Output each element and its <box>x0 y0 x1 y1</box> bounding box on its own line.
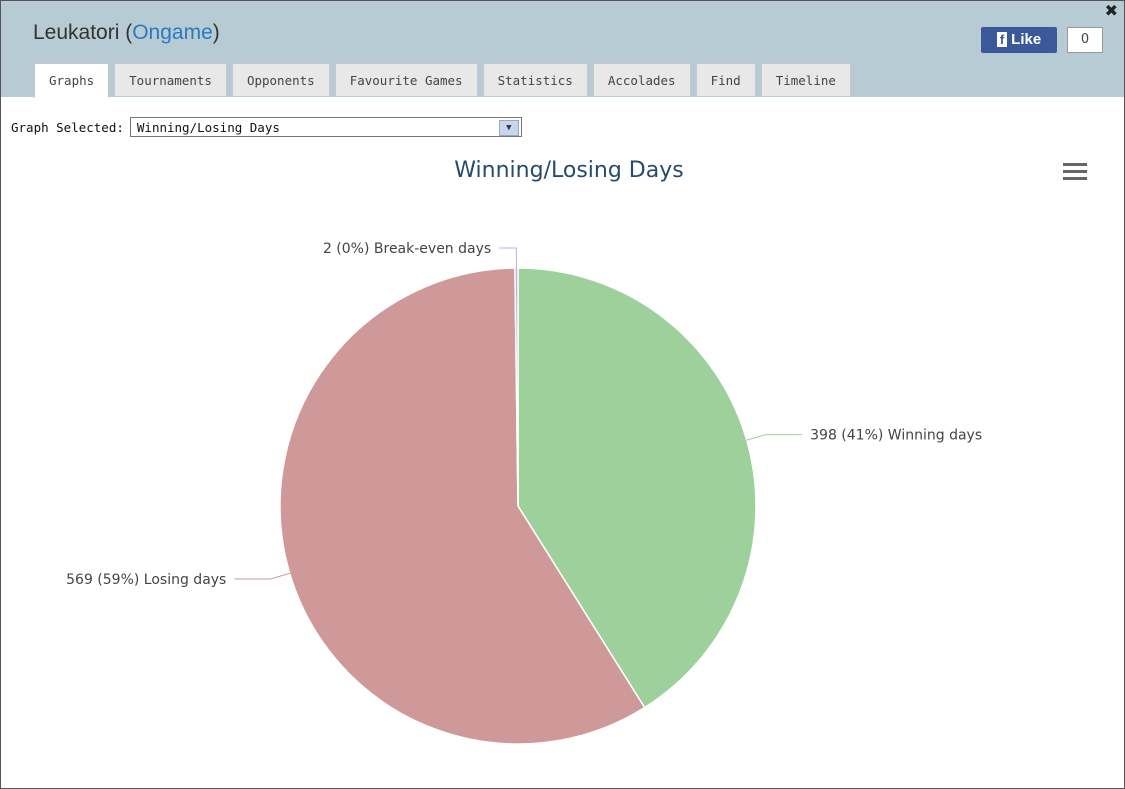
data-label-value: 398 (41%) <box>810 428 883 444</box>
tab[interactable]: Find <box>695 63 756 96</box>
title-prefix: Leukatori ( <box>33 21 133 44</box>
data-label-category: Break-even days <box>374 241 491 257</box>
tab[interactable]: Graphs <box>34 63 110 98</box>
player-title: Leukatori (Ongame) <box>33 21 220 45</box>
like-count: 0 <box>1067 27 1103 53</box>
site-link[interactable]: Ongame <box>132 21 213 44</box>
pie-slice <box>514 267 519 507</box>
tab[interactable]: Opponents <box>231 63 330 96</box>
leader-line <box>499 247 517 274</box>
like-label: Like <box>1011 31 1042 48</box>
select-label: Graph Selected: <box>11 119 124 135</box>
pie-slice <box>279 267 646 745</box>
tab[interactable]: Accolades <box>592 63 691 96</box>
data-label-category: Losing days <box>144 572 227 588</box>
title-suffix: ) <box>212 21 220 44</box>
select-arrow: ▼ <box>498 120 519 136</box>
menu-icon[interactable] <box>1063 163 1087 180</box>
data-label: 398 (41%) Winning days <box>810 428 982 444</box>
tab[interactable]: Favourite Games <box>334 63 478 96</box>
data-label: 569 (59%) Losing days <box>66 572 226 588</box>
tab[interactable]: Statistics <box>482 63 588 96</box>
select-box[interactable]: Winning/Losing Days ▼ <box>129 117 522 137</box>
select-value: Winning/Losing Days <box>136 120 280 135</box>
leader-line <box>234 571 295 580</box>
data-label: 2 (0%) Break-even days <box>323 241 491 257</box>
graph-select: Graph Selected: Winning/Losing Days ▼ <box>11 117 522 137</box>
close-button[interactable]: ✖ <box>1104 1 1118 20</box>
data-label-value: 2 (0%) <box>323 241 370 257</box>
tab-bar: Graphs Tournaments Opponents Favourite Game… <box>34 63 851 98</box>
data-label-value: 569 (59%) <box>66 572 139 588</box>
chart-title: Winning/Losing Days <box>454 158 683 183</box>
header: Leukatori (Ongame) ✖ f Like 0 Graphs Tourn… <box>1 1 1124 98</box>
tab[interactable]: Tournaments <box>114 63 227 96</box>
like-button[interactable]: f Like <box>981 27 1057 53</box>
leader-line <box>741 434 803 442</box>
data-label-category: Winning days <box>888 428 982 444</box>
tab[interactable]: Timeline <box>760 63 851 96</box>
pie-slice <box>517 267 757 709</box>
